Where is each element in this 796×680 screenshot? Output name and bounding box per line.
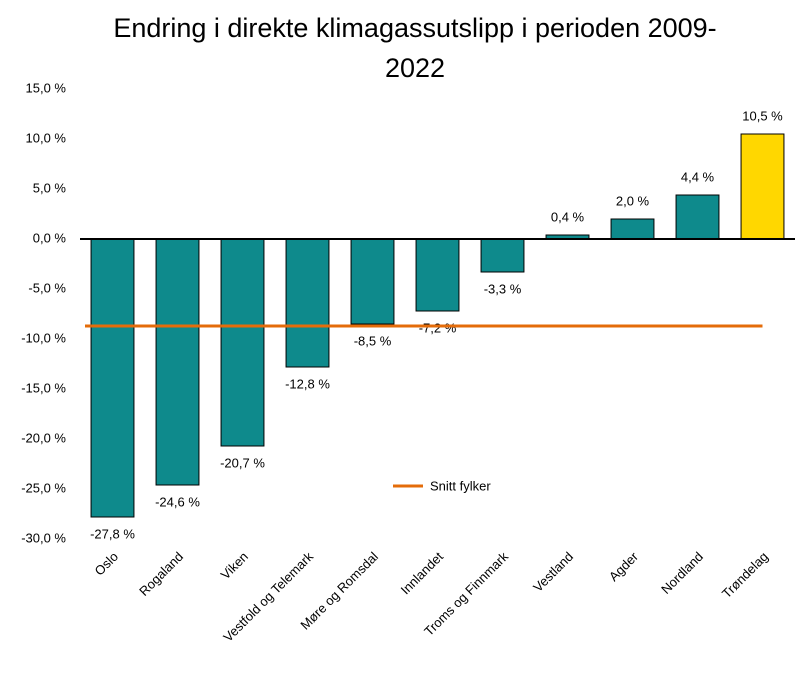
value-label: -24,6 %	[155, 494, 200, 509]
value-label: 0,4 %	[551, 209, 585, 224]
y-tick-label: -25,0 %	[21, 480, 66, 495]
x-tick-label: Oslo	[92, 549, 122, 579]
bar	[610, 218, 655, 240]
legend-label: Snitt fylker	[430, 478, 491, 493]
value-label: -7,2 %	[419, 320, 457, 335]
y-tick-label: -15,0 %	[21, 380, 66, 395]
x-tick-label: Agder	[606, 548, 642, 584]
y-tick-label: 15,0 %	[26, 80, 67, 95]
y-tick-label: 0,0 %	[33, 230, 67, 245]
bar	[350, 238, 395, 325]
y-tick-label: 5,0 %	[33, 180, 67, 195]
bar	[480, 238, 525, 273]
y-tick-label: 10,0 %	[26, 130, 67, 145]
x-tick-label: Viken	[218, 549, 251, 582]
bar	[675, 194, 720, 240]
value-label: 10,5 %	[742, 108, 783, 123]
value-label: -3,3 %	[484, 281, 522, 296]
bar	[220, 238, 265, 447]
x-tick-label: Innlandet	[398, 549, 447, 598]
y-tick-label: -20,0 %	[21, 430, 66, 445]
value-label: 2,0 %	[616, 193, 650, 208]
value-label: -12,8 %	[285, 376, 330, 391]
bar	[155, 238, 200, 486]
value-label: -20,7 %	[220, 455, 265, 470]
y-tick-label: -5,0 %	[28, 280, 66, 295]
chart-title: Endring i direkte klimagassutslipp i per…	[113, 13, 717, 83]
y-tick-label: -10,0 %	[21, 330, 66, 345]
x-tick-label: Nordland	[658, 549, 706, 597]
y-tick-label: -30,0 %	[21, 530, 66, 545]
value-label: 4,4 %	[681, 169, 715, 184]
x-tick-label: Trøndelag	[719, 549, 771, 601]
bar	[90, 238, 135, 518]
x-tick-label: Rogaland	[136, 549, 186, 599]
bar	[285, 238, 330, 368]
bar	[415, 238, 460, 312]
value-label: -27,8 %	[90, 526, 135, 541]
x-tick-label: Vestland	[530, 549, 576, 595]
value-label: -8,5 %	[354, 333, 392, 348]
bar	[740, 133, 785, 240]
